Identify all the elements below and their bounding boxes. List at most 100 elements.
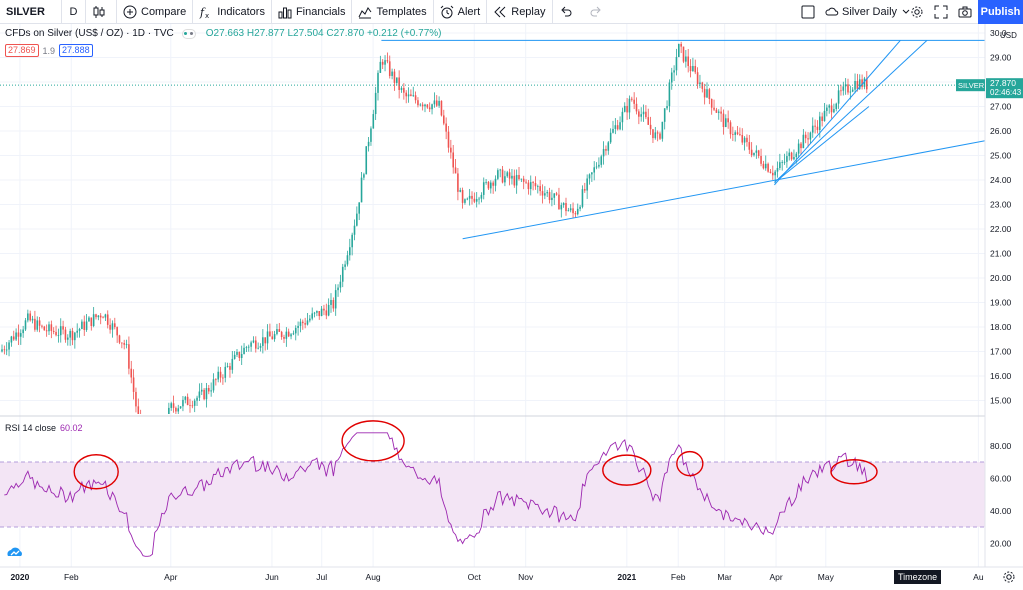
candle-body: [743, 137, 746, 143]
candle-body: [475, 199, 478, 202]
candle-body: [20, 333, 22, 337]
candle-body: [400, 87, 403, 90]
bid-price[interactable]: 27.869: [5, 44, 39, 57]
fullscreen-button[interactable]: [929, 0, 953, 24]
redo-button[interactable]: [583, 0, 613, 24]
candle-body: [417, 100, 419, 106]
price-tick: 20.00: [990, 273, 1012, 283]
publish-button[interactable]: Publish: [978, 0, 1023, 24]
candle-body: [522, 178, 525, 182]
candle-body: [22, 329, 24, 334]
tradingview-logo-icon[interactable]: [6, 545, 24, 559]
rsi-tick: 40.00: [990, 506, 1012, 516]
price-tick: 24.00: [990, 175, 1012, 185]
rsi-legend[interactable]: RSI 14 close 60.02: [5, 423, 83, 433]
candle-body: [588, 174, 591, 179]
price-axis-bg: [985, 24, 1023, 567]
candle-body: [125, 344, 128, 346]
alarm-clock-icon: [440, 5, 453, 18]
candle-body: [17, 332, 20, 337]
candle-body: [833, 109, 835, 113]
time-tick: Aug: [366, 572, 381, 582]
candle-body: [210, 390, 212, 392]
candle-body: [64, 329, 67, 340]
candle-body: [71, 330, 74, 341]
candle-body: [327, 304, 330, 316]
square-icon[interactable]: [801, 5, 815, 19]
candle-body: [29, 313, 31, 321]
trendline: [462, 140, 986, 240]
settings-button[interactable]: [905, 0, 929, 24]
candle-body: [346, 255, 349, 265]
rsi-line: [4, 432, 868, 557]
price-tick: 30.0: [990, 28, 1007, 38]
candle-body: [438, 100, 440, 106]
price-tick: 29.00: [990, 53, 1012, 63]
candle-body: [353, 225, 356, 235]
time-tick: Jul: [316, 572, 327, 582]
candle-body: [278, 329, 281, 332]
candle-body: [459, 190, 462, 192]
templates-button[interactable]: Templates: [352, 0, 434, 24]
candle-body: [175, 407, 177, 412]
snapshot-button[interactable]: [953, 0, 977, 24]
candle-body: [680, 43, 682, 47]
candle-body: [391, 71, 393, 76]
candle-body: [511, 175, 513, 179]
interval-selector[interactable]: D: [62, 0, 86, 24]
candle-body: [518, 174, 520, 180]
candle-body: [471, 195, 473, 199]
candle-body: [377, 72, 379, 93]
candle-body: [250, 342, 252, 347]
layout-selector[interactable]: Silver Daily: [801, 0, 911, 24]
candle-body: [332, 300, 335, 309]
candle-body: [529, 182, 532, 190]
trendlines[interactable]: [381, 39, 986, 240]
candle-body: [670, 72, 673, 83]
candle-body: [269, 331, 271, 337]
candle-body: [760, 155, 762, 164]
candle-body: [189, 405, 191, 406]
candle-body: [819, 116, 821, 131]
candle-body: [811, 125, 814, 133]
candle-body: [280, 331, 283, 338]
candle-body: [814, 125, 816, 127]
candle-body: [558, 194, 560, 210]
legend-title[interactable]: CFDs on Silver (US$ / OZ) · 1D · TVC: [5, 28, 174, 39]
candle-body: [779, 162, 781, 169]
candle-body: [532, 182, 534, 184]
timezone-button[interactable]: Timezone: [894, 570, 942, 584]
undo-button[interactable]: [553, 0, 583, 24]
candle-body: [842, 86, 845, 91]
alert-button[interactable]: Alert: [434, 0, 488, 24]
candle-body: [50, 324, 53, 331]
candle-body: [358, 202, 360, 214]
candle-body: [551, 197, 553, 200]
candle-body: [137, 406, 140, 414]
candle-body: [638, 111, 640, 117]
candle-body: [443, 115, 445, 124]
candle-body: [663, 108, 666, 122]
compare-button[interactable]: Compare: [117, 0, 194, 24]
candle-body: [694, 66, 697, 73]
gear-icon[interactable]: [1002, 570, 1016, 584]
candle-body: [316, 311, 318, 313]
candle-body: [323, 308, 325, 311]
replay-button[interactable]: Replay: [487, 0, 553, 24]
financials-button[interactable]: Financials: [272, 0, 353, 24]
rsi-annotation-circles[interactable]: [73, 420, 878, 490]
annotation-circle: [676, 450, 704, 477]
chart-type-button[interactable]: [86, 0, 117, 24]
candle-body: [215, 379, 217, 381]
candle-body: [67, 337, 69, 340]
symbol-search[interactable]: SILVER: [0, 0, 62, 24]
candle-body: [428, 107, 431, 110]
ask-price[interactable]: 27.888: [59, 44, 93, 57]
plus-circle-icon: [123, 5, 137, 18]
candle-body: [396, 77, 398, 83]
candle-body: [572, 208, 574, 214]
price-tick: 27.00: [990, 102, 1012, 112]
chart-legend: CFDs on Silver (US$ / OZ) · 1D · TVC O27…: [5, 28, 441, 39]
